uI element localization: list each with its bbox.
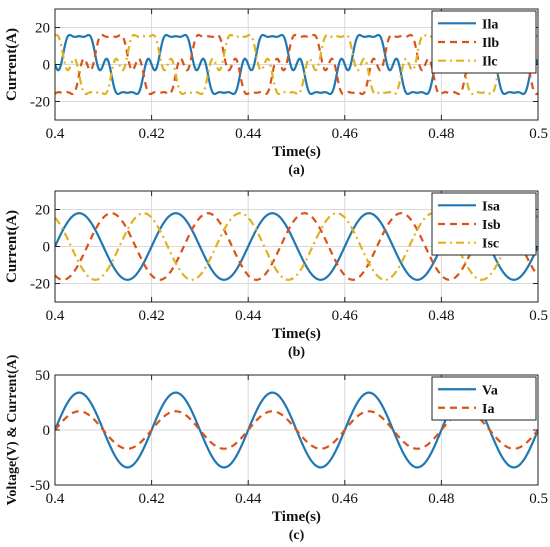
legend-box (431, 192, 537, 256)
y-tick-label: 0 (43, 423, 51, 439)
y-tick-label: -20 (30, 95, 50, 111)
y-tick-label: 20 (35, 203, 50, 219)
legend-label-ia: Ia (482, 402, 494, 417)
y-tick-label: -50 (30, 478, 50, 494)
legend-label-isb: Isb (482, 218, 501, 233)
x-tick-label: 0.48 (428, 126, 454, 142)
y-tick-label: 0 (43, 58, 51, 74)
legend: Isa Isb Isc (431, 192, 537, 256)
y-tick-label: 50 (35, 368, 50, 384)
legend-box (431, 376, 537, 421)
x-axis-label: Time(s) (272, 326, 321, 342)
legend-label-ila: Ila (482, 17, 498, 32)
x-tick-label: 0.48 (428, 308, 454, 324)
series-line-isb (55, 212, 538, 281)
legend-label-ilb: Ilb (482, 36, 499, 51)
panel-caption: (b) (288, 345, 305, 360)
legend: Va Ia (431, 376, 537, 421)
panel-caption: (a) (288, 163, 305, 178)
series-line-ia (55, 410, 538, 450)
chart-panel-2: 0.4 0.42 0.44 0.46 0.48 0.5 -20 0 20 Time(s) Curre… (4, 190, 548, 360)
x-tick-label: 0.46 (332, 308, 359, 324)
legend-label-ilc: Ilc (482, 55, 498, 70)
x-tick-label: 0.5 (529, 491, 548, 507)
chart-panel-3: 0.4 0.42 0.44 0.46 0.48 0.5 -50 0 50 Time(s) Volta… (5, 354, 548, 543)
y-axis-label: Current(A) (4, 28, 20, 101)
x-tick-label: 0.5 (529, 308, 548, 324)
x-tick-label: 0.4 (46, 126, 65, 142)
x-tick-label: 0.42 (138, 308, 164, 324)
chart-panel-1: 0.4 0.42 0.44 0.46 0.48 0.5 -20 0 20 Time(s) Curre… (4, 8, 548, 178)
y-tick-label: -20 (30, 277, 50, 293)
legend-label-va: Va (482, 383, 498, 398)
y-tick-label: 20 (35, 21, 50, 37)
x-tick-label: 0.44 (235, 308, 262, 324)
legend-box (431, 10, 537, 74)
x-tick-label: 0.46 (332, 126, 359, 142)
y-tick-label: 0 (43, 240, 51, 256)
y-axis-label: Current(A) (4, 210, 20, 283)
panel-caption: (c) (289, 528, 305, 543)
y-axis-label: Voltage(V) & Current(A) (5, 354, 20, 505)
legend-label-isa: Isa (482, 199, 500, 214)
x-tick-label: 0.42 (138, 126, 164, 142)
legend-label-isc: Isc (482, 237, 499, 252)
x-axis-label: Time(s) (272, 509, 321, 525)
x-tick-label: 0.42 (138, 491, 164, 507)
x-tick-label: 0.44 (235, 126, 262, 142)
x-axis-label: Time(s) (272, 144, 321, 160)
x-tick-label: 0.4 (46, 308, 65, 324)
x-tick-label: 0.4 (46, 491, 65, 507)
series-line-ilb (55, 33, 538, 96)
legend: Ila Ilb Ilc (431, 10, 537, 74)
x-tick-label: 0.44 (235, 491, 262, 507)
x-tick-label: 0.5 (529, 126, 548, 142)
x-tick-label: 0.48 (428, 491, 454, 507)
x-tick-label: 0.46 (332, 491, 359, 507)
